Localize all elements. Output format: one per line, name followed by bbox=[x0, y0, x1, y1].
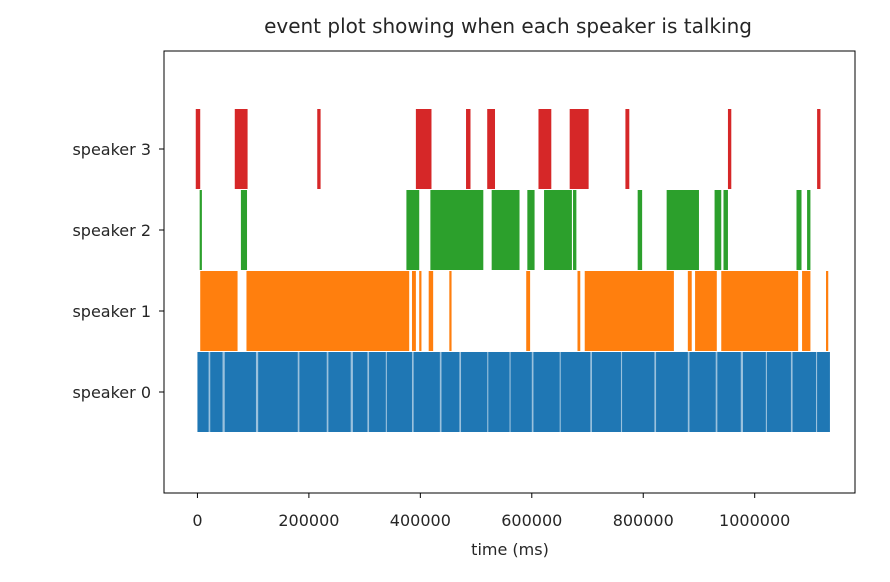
speaker-0-gap bbox=[487, 352, 489, 432]
speaker-0-gap bbox=[439, 352, 442, 432]
speaker-0-gap bbox=[815, 352, 818, 432]
speaker-2-event bbox=[544, 190, 572, 270]
speaker-0-gap bbox=[740, 352, 743, 432]
speaker-1-event bbox=[687, 271, 692, 351]
y-tick-label: speaker 3 bbox=[72, 140, 151, 159]
plot-frame bbox=[163, 50, 856, 494]
speaker-0-gap bbox=[765, 352, 767, 432]
speaker-1-event bbox=[577, 271, 581, 351]
x-axis: 0 200000 400000 600000 800000 1000000 bbox=[192, 493, 790, 530]
speaker-0-event bbox=[197, 352, 830, 432]
speaker-2-event bbox=[796, 190, 802, 270]
speaker-0-gap bbox=[590, 352, 592, 432]
speaker-2-event bbox=[430, 190, 484, 270]
x-tick-label: 800000 bbox=[613, 511, 674, 530]
x-axis-label: time (ms) bbox=[471, 540, 549, 559]
speaker-1-event bbox=[449, 271, 452, 351]
speaker-0-gap bbox=[411, 352, 414, 432]
speaker-0-gap bbox=[350, 352, 353, 432]
speaker-3-event bbox=[817, 109, 821, 189]
speaker-3-event bbox=[487, 109, 496, 189]
speaker-0-gap bbox=[531, 352, 534, 432]
speaker-0-gap bbox=[222, 352, 225, 432]
speaker-1-event bbox=[721, 271, 799, 351]
speaker-2-event bbox=[723, 190, 728, 270]
speaker-1-event bbox=[428, 271, 434, 351]
event-bars bbox=[195, 109, 830, 432]
speaker-2-event bbox=[491, 190, 520, 270]
y-tick-label: speaker 2 bbox=[72, 221, 151, 240]
speaker-3-event bbox=[625, 109, 630, 189]
speaker-3-event bbox=[415, 109, 432, 189]
speaker-1-event bbox=[200, 271, 238, 351]
y-axis: speaker 0 speaker 1 speaker 2 speaker 3 bbox=[72, 140, 164, 402]
speaker-3-event bbox=[234, 109, 248, 189]
speaker-1-event bbox=[826, 271, 829, 351]
speaker-2-event bbox=[573, 190, 577, 270]
speaker-3-events bbox=[195, 109, 821, 189]
speaker-2-events bbox=[199, 190, 811, 270]
speaker-3-event bbox=[569, 109, 589, 189]
speaker-1-event bbox=[584, 271, 674, 351]
speaker-0-events bbox=[197, 352, 830, 432]
speaker-2-event bbox=[527, 190, 535, 270]
speaker-0-gap bbox=[326, 352, 329, 432]
speaker-0-gap bbox=[367, 352, 370, 432]
speaker-3-event bbox=[538, 109, 552, 189]
speaker-0-gap bbox=[208, 352, 211, 432]
x-tick-label: 0 bbox=[192, 511, 202, 530]
speaker-1-event bbox=[802, 271, 811, 351]
x-tick-label: 1000000 bbox=[719, 511, 790, 530]
speaker-2-event bbox=[240, 190, 248, 270]
speaker-0-gap bbox=[790, 352, 793, 432]
speaker-2-event bbox=[807, 190, 811, 270]
speaker-1-event bbox=[246, 271, 410, 351]
speaker-1-event bbox=[411, 271, 416, 351]
speaker-0-gap bbox=[385, 352, 387, 432]
speaker-3-event bbox=[317, 109, 321, 189]
speaker-0-gap bbox=[559, 352, 561, 432]
speaker-0-gap bbox=[509, 352, 511, 432]
speaker-0-gap bbox=[620, 352, 623, 432]
speaker-0-gap bbox=[297, 352, 300, 432]
speaker-1-event bbox=[526, 271, 531, 351]
speaker-2-event bbox=[406, 190, 420, 270]
speaker-0-gap bbox=[654, 352, 657, 432]
x-tick-label: 400000 bbox=[390, 511, 451, 530]
speaker-2-event bbox=[714, 190, 722, 270]
chart-title: event plot showing when each speaker is … bbox=[264, 14, 752, 38]
speaker-1-event bbox=[695, 271, 717, 351]
speaker-0-gap bbox=[459, 352, 462, 432]
speaker-0-gap bbox=[687, 352, 690, 432]
speaker-1-events bbox=[200, 271, 829, 351]
x-tick-label: 200000 bbox=[278, 511, 339, 530]
speaker-0-gap bbox=[715, 352, 718, 432]
x-tick-label: 600000 bbox=[501, 511, 562, 530]
speaker-1-event bbox=[419, 271, 422, 351]
y-tick-label: speaker 1 bbox=[72, 302, 151, 321]
speaker-2-event bbox=[637, 190, 643, 270]
speaker-2-event bbox=[199, 190, 202, 270]
speaker-0-gap bbox=[255, 352, 259, 432]
speaker-2-event bbox=[666, 190, 699, 270]
y-tick-label: speaker 0 bbox=[72, 383, 151, 402]
speaker-3-event bbox=[727, 109, 732, 189]
speaker-3-event bbox=[466, 109, 471, 189]
speaker-3-event bbox=[195, 109, 201, 189]
